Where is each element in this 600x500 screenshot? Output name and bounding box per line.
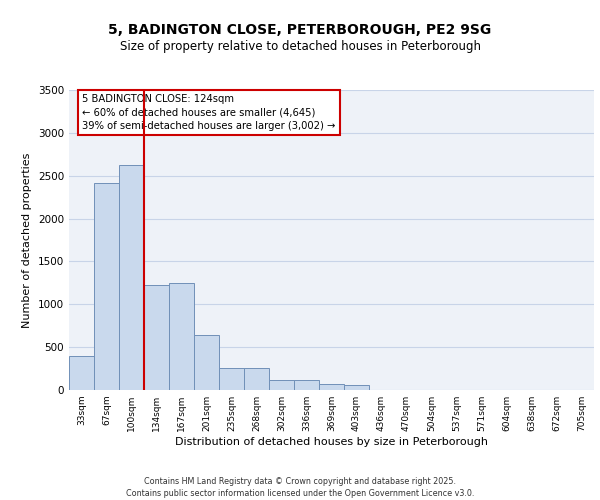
Bar — [194, 335, 219, 390]
Bar — [69, 356, 94, 390]
Text: 5, BADINGTON CLOSE, PETERBOROUGH, PE2 9SG: 5, BADINGTON CLOSE, PETERBOROUGH, PE2 9S… — [109, 22, 491, 36]
Bar — [219, 368, 244, 390]
Text: 5 BADINGTON CLOSE: 124sqm
← 60% of detached houses are smaller (4,645)
39% of se: 5 BADINGTON CLOSE: 124sqm ← 60% of detac… — [82, 94, 335, 131]
X-axis label: Distribution of detached houses by size in Peterborough: Distribution of detached houses by size … — [175, 437, 488, 447]
Bar — [144, 284, 169, 390]
Bar — [269, 380, 294, 390]
Bar — [319, 384, 344, 390]
Bar — [294, 380, 319, 390]
Bar — [119, 166, 144, 390]
Bar — [244, 368, 269, 390]
Bar — [169, 283, 194, 390]
Text: Size of property relative to detached houses in Peterborough: Size of property relative to detached ho… — [119, 40, 481, 53]
Bar — [94, 182, 119, 390]
Text: Contains HM Land Registry data © Crown copyright and database right 2025.
Contai: Contains HM Land Registry data © Crown c… — [126, 476, 474, 498]
Bar — [344, 386, 369, 390]
Y-axis label: Number of detached properties: Number of detached properties — [22, 152, 32, 328]
